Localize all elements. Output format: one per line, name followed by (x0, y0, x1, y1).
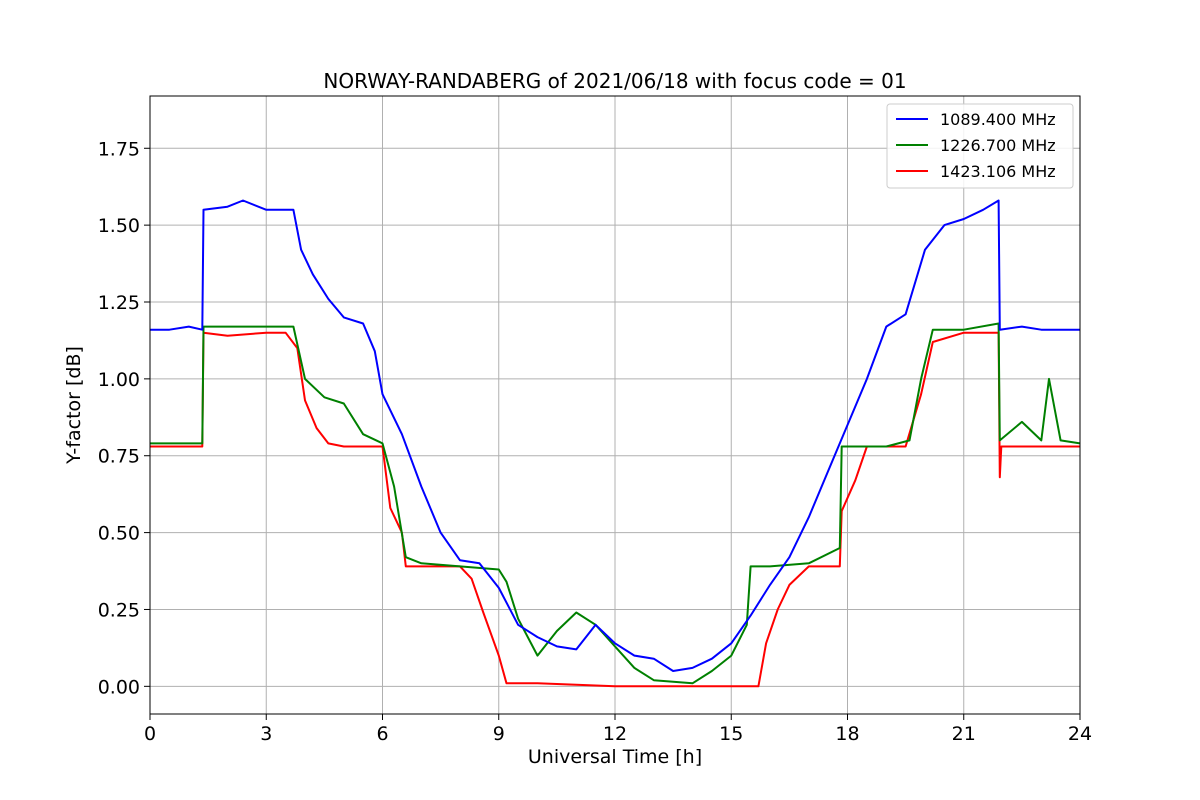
x-tick-label: 9 (493, 723, 505, 745)
legend-label-2: 1423.106 MHz (940, 162, 1056, 181)
legend-label-1: 1226.700 MHz (940, 136, 1056, 155)
series-line-0 (150, 199, 1080, 672)
y-tick-label: 0.50 (98, 523, 140, 545)
x-tick-label: 3 (260, 723, 272, 745)
y-tick-label: 0.75 (98, 446, 140, 468)
x-tick-label: 15 (719, 723, 743, 745)
y-tick-label: 0.25 (98, 599, 140, 621)
legend: 1089.400 MHz 1226.700 MHz 1423.106 MHz (886, 103, 1074, 189)
x-tick-label: 18 (835, 723, 859, 745)
y-tick-label: 1.25 (98, 292, 140, 314)
x-tick-label: 6 (376, 723, 388, 745)
y-tick-label: 1.50 (98, 215, 140, 237)
y-tick-label: 1.00 (98, 369, 140, 391)
x-tick-label: 21 (952, 723, 976, 745)
axis-ticks: 0 3 6 9 12 15 18 21 24 0.00 0.25 0.50 0.75 1.00 1.25 1.… (98, 138, 1092, 745)
y-axis-label: Y-factor [dB] (63, 346, 85, 465)
legend-label-0: 1089.400 MHz (940, 110, 1056, 129)
y-tick-label: 0.00 (98, 676, 140, 698)
legend-box (886, 103, 1074, 189)
x-tick-label: 0 (144, 723, 156, 745)
series-line-2 (150, 331, 1080, 688)
x-axis-label: Universal Time [h] (528, 746, 702, 768)
x-tick-label: 24 (1068, 723, 1092, 745)
chart-title: NORWAY-RANDABERG of 2021/06/18 with focu… (323, 69, 906, 93)
series-lines (150, 199, 1081, 688)
series-line-1 (150, 322, 1081, 685)
x-tick-label: 12 (603, 723, 627, 745)
y-tick-label: 1.75 (98, 138, 140, 160)
